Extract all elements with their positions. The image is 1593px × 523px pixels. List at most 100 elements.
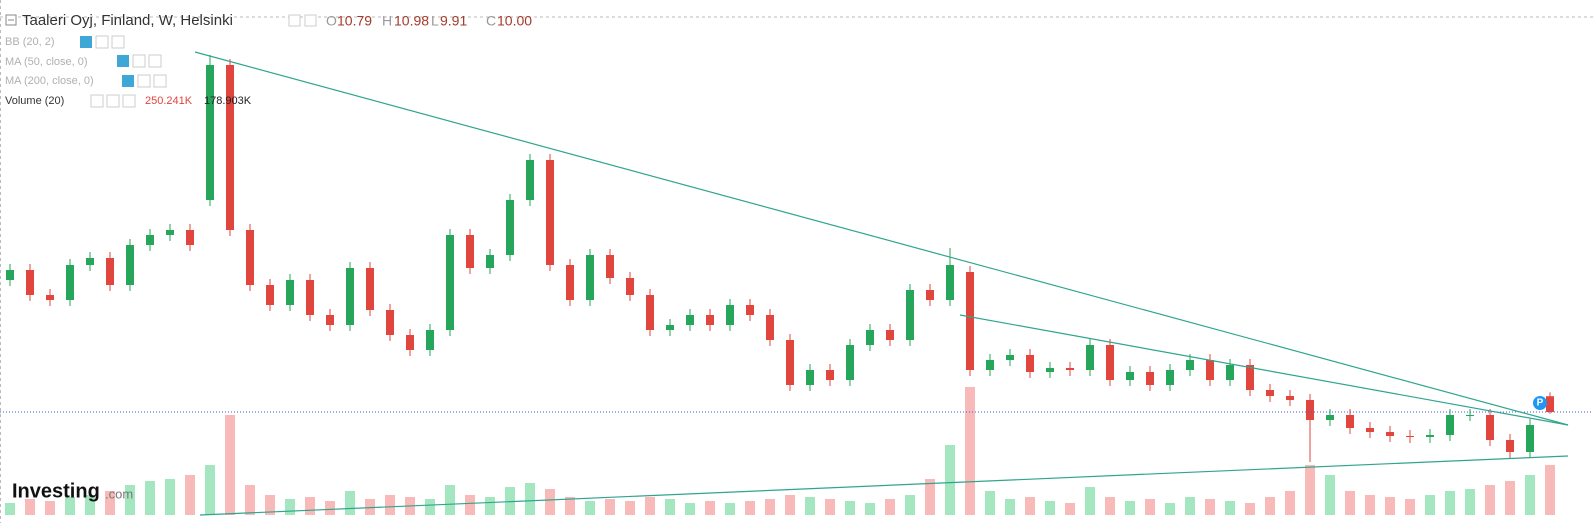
volume-bar (65, 497, 75, 515)
volume-bar (1125, 501, 1135, 515)
candle-body (626, 278, 634, 295)
candle-body (666, 325, 674, 330)
volume-bar (865, 503, 875, 515)
candle-body (646, 295, 654, 330)
volume-bar (1045, 501, 1055, 515)
candle-body (586, 255, 594, 300)
volume-bar (1425, 495, 1435, 515)
volume-bar (1305, 465, 1315, 515)
volume-bar (505, 487, 515, 515)
indicator-label[interactable]: MA (50, close, 0) (5, 56, 88, 68)
candle-body (226, 65, 234, 230)
indicator-label[interactable]: MA (200, close, 0) (5, 75, 94, 87)
candle-body (1226, 365, 1234, 380)
volume-bar (725, 503, 735, 515)
volume-panel (5, 387, 1555, 515)
candle-body (1306, 400, 1314, 420)
candle-body (1006, 355, 1014, 360)
candle-body (286, 280, 294, 305)
candle-body (386, 310, 394, 335)
volume-bar (925, 479, 935, 515)
volume-bar (525, 483, 535, 515)
candle-body (1526, 425, 1534, 452)
volume-bar (205, 465, 215, 515)
volume-bar (1385, 497, 1395, 515)
candle-body (1346, 415, 1354, 428)
settings-icon[interactable] (288, 14, 301, 27)
settings-icon[interactable] (304, 14, 317, 27)
candle-body (1366, 428, 1374, 432)
candle-body (466, 235, 474, 268)
volume-bar (965, 387, 975, 515)
volume-bar (645, 497, 655, 515)
volume-bar (1105, 497, 1115, 515)
visibility-icon[interactable] (122, 75, 134, 87)
candle-body (926, 290, 934, 300)
settings-icon[interactable] (132, 54, 146, 68)
candle-body (886, 330, 894, 340)
remove-icon[interactable] (153, 74, 167, 88)
candle-body (486, 255, 494, 268)
volume-label[interactable]: Volume (20) (5, 95, 64, 107)
indicator-label[interactable]: BB (20, 2) (5, 36, 55, 48)
visibility-icon[interactable] (80, 36, 92, 48)
ohlc-value: 10.98 (394, 13, 429, 29)
settings-icon[interactable] (106, 94, 120, 108)
trend-line (194, 51, 1569, 426)
ohlc-value: 10.79 (337, 13, 372, 29)
remove-icon[interactable] (111, 35, 125, 49)
visibility-icon[interactable] (117, 55, 129, 67)
volume-bar (125, 485, 135, 515)
logo: Investing (12, 480, 100, 502)
volume-bar (1025, 497, 1035, 515)
candle-body (1066, 368, 1074, 370)
remove-icon[interactable] (122, 94, 136, 108)
volume-bar (1345, 491, 1355, 515)
candle-body (1406, 436, 1414, 437)
volume-bar (105, 491, 115, 515)
candle-body (1186, 360, 1194, 370)
volume-bar (1325, 475, 1335, 515)
candle-body (1046, 368, 1054, 372)
volume-bar (1485, 485, 1495, 515)
candle-body (1246, 365, 1254, 390)
settings-icon[interactable] (137, 74, 151, 88)
trend-line (199, 455, 1569, 516)
remove-icon[interactable] (148, 54, 162, 68)
logo-suffix: .com (105, 486, 133, 501)
candle-body (1166, 370, 1174, 385)
volume-bar (945, 445, 955, 515)
volume-bar (285, 499, 295, 515)
volume-bar (785, 495, 795, 515)
candle-body (446, 235, 454, 330)
candle-body (806, 370, 814, 385)
volume-bar (1365, 495, 1375, 515)
volume-bar (765, 499, 775, 515)
candle-body (1466, 415, 1474, 416)
candle-body (1486, 415, 1494, 440)
volume-bar (85, 495, 95, 515)
ohlc-key: C (486, 13, 496, 29)
volume-bar (545, 489, 555, 515)
candle-body (206, 65, 214, 200)
settings-icon[interactable] (95, 35, 109, 49)
volume-bar (305, 497, 315, 515)
candle-body (166, 230, 174, 235)
candle-body (946, 265, 954, 300)
volume-bar (1505, 481, 1515, 515)
candle-body (46, 295, 54, 300)
candle-body (246, 230, 254, 285)
candle-body (1546, 396, 1554, 412)
candle-body (766, 315, 774, 340)
candle-body (1106, 345, 1114, 380)
volume-bar (225, 415, 235, 515)
volume-bar (485, 497, 495, 515)
candle-body (366, 268, 374, 310)
marker[interactable] (1533, 396, 1547, 410)
ohlc-key: H (382, 13, 392, 29)
candle-body (1386, 432, 1394, 436)
settings-icon[interactable] (90, 94, 104, 108)
trend-line (959, 314, 1569, 426)
volume-bar (825, 499, 835, 515)
